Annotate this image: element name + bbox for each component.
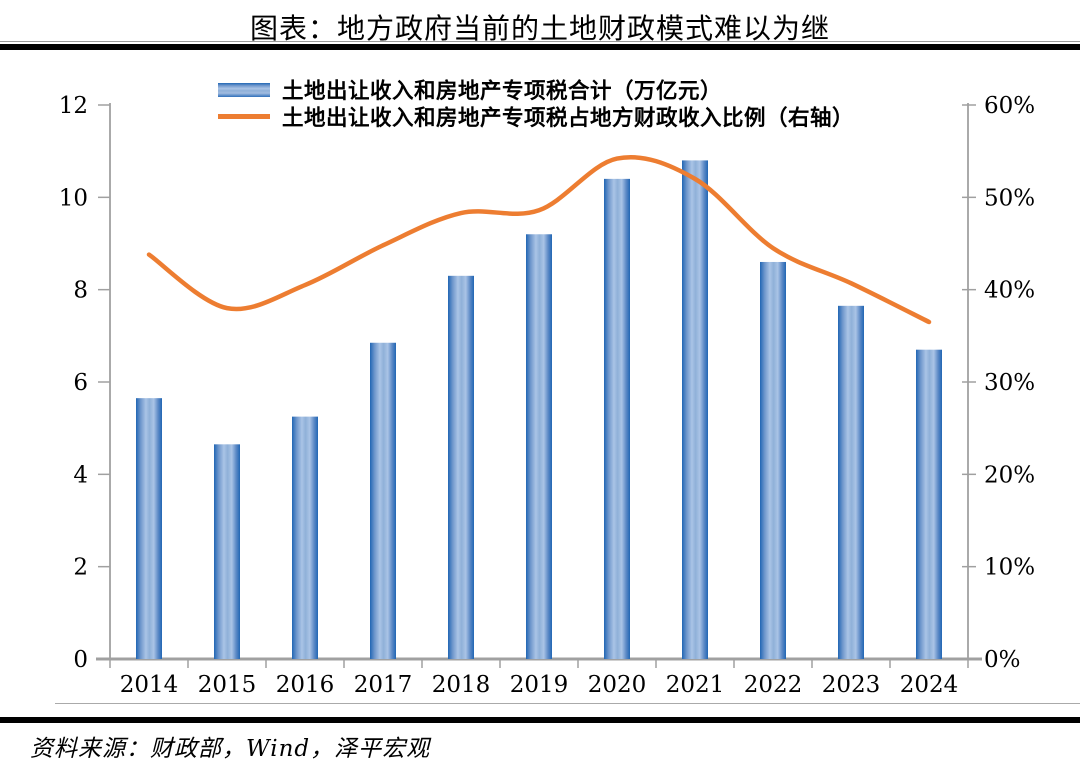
chart-title: 图表：地方政府当前的土地财政模式难以为继 [249, 12, 830, 45]
y-axis-left-tick-label: 8 [73, 278, 88, 304]
line-series-swatch-icon [218, 114, 270, 119]
bar-2023 [838, 305, 864, 659]
bar-2021 [682, 160, 708, 659]
bar-2022 [760, 261, 786, 659]
y-axis-right-tick-label: 30% [984, 370, 1035, 396]
bar-2020 [604, 178, 630, 659]
legend-item-bar-series: 土地出让收入和房地产专项税合计（万亿元） [218, 76, 854, 104]
x-axis-label-2019: 2019 [510, 672, 569, 698]
y-axis-left-tick-label: 6 [73, 370, 88, 396]
bar-2024 [916, 349, 942, 659]
legend-item-line-series: 土地出让收入和房地产专项税占地方财政收入比例（右轴） [218, 103, 855, 131]
y-axis-right-tick-label: 10% [984, 555, 1035, 581]
y-axis-right-tick-label: 60% [984, 93, 1035, 119]
x-axis-label-2024: 2024 [900, 672, 959, 698]
x-axis-label-2018: 2018 [432, 672, 491, 698]
footer-divider-thick [0, 717, 1080, 723]
y-axis-right-tick-label: 50% [984, 185, 1035, 211]
legend-line-label: 土地出让收入和房地产专项税占地方财政收入比例（右轴） [282, 106, 855, 131]
title-divider-thin [0, 41, 1080, 42]
legend: 土地出让收入和房地产专项税合计（万亿元） 土地出让收入和房地产专项税占地方财政收… [218, 76, 855, 131]
bar-2015 [214, 444, 240, 659]
x-axis-label-2016: 2016 [276, 672, 335, 698]
bar-2014 [136, 398, 162, 659]
x-axis-label-2022: 2022 [744, 672, 803, 698]
bar-2019 [526, 234, 552, 659]
bar-2017 [370, 342, 396, 659]
x-axis-label-2014: 2014 [120, 672, 179, 698]
bar-series-swatch-icon [218, 82, 270, 97]
y-axis-right-tick-label: 0% [984, 647, 1021, 673]
source-note: 资料来源：财政部，Wind，泽平宏观 [30, 736, 431, 762]
bar-2016 [292, 416, 318, 659]
y-axis-left-tick-label: 10 [59, 185, 88, 211]
x-axis-label-2021: 2021 [666, 672, 725, 698]
title-divider-thick [0, 44, 1080, 50]
bar-2018 [448, 275, 474, 659]
legend-bar-label: 土地出让收入和房地产专项税合计（万亿元） [282, 79, 723, 104]
x-axis-label-2017: 2017 [354, 672, 413, 698]
x-axis-label-2015: 2015 [198, 672, 257, 698]
y-axis-left-tick-label: 2 [73, 555, 88, 581]
chart-bottom-border [55, 703, 1080, 704]
ratio-trend-line [146, 154, 932, 325]
y-axis-left-tick-label: 12 [59, 93, 88, 119]
x-axis-label-2020: 2020 [588, 672, 647, 698]
y-axis-right-tick-label: 40% [984, 278, 1035, 304]
y-axis-left-tick-label: 0 [73, 647, 88, 673]
y-axis-left-tick-label: 4 [73, 462, 88, 488]
x-axis-label-2023: 2023 [822, 672, 881, 698]
y-axis-right-tick-label: 20% [984, 462, 1035, 488]
